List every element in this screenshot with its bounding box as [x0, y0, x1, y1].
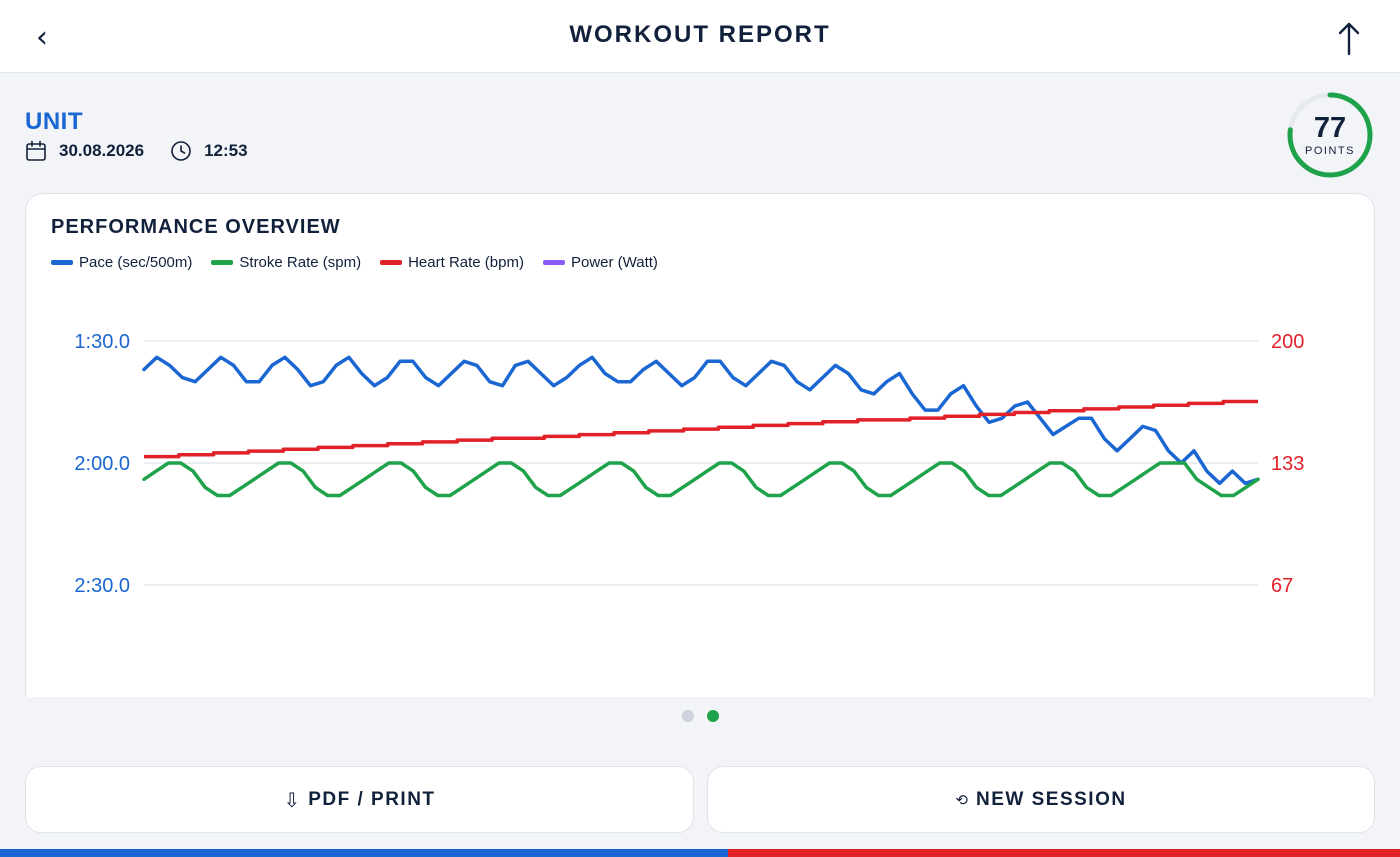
legend-item-pace[interactable]: Pace (sec/500m) — [51, 254, 192, 271]
top-bar: ‹ WORKOUT REPORT — [0, 0, 1400, 73]
stroke-rate-series — [142, 461, 1260, 498]
y-left-tick-label: 2:30.0 — [74, 575, 130, 597]
new-session-button[interactable]: ⟲ NEW SESSION — [707, 766, 1375, 833]
chevron-left-icon[interactable]: ‹ — [36, 20, 48, 55]
score-ring-graphic — [1287, 92, 1373, 178]
stripe-red — [728, 849, 1400, 857]
legend-swatch — [542, 260, 565, 265]
y-left-tick-label: 2:00.0 — [74, 453, 130, 475]
legend-label: Heart Rate (bpm) — [408, 254, 524, 271]
page-dot-1[interactable] — [682, 710, 694, 722]
unit-title: UNIT — [25, 108, 83, 135]
legend-label: Pace (sec/500m) — [79, 254, 193, 271]
calendar-icon — [26, 140, 46, 161]
page-indicator — [682, 710, 732, 722]
stripe-blue — [0, 849, 728, 857]
performance-card: 1:30.0 200 2:00.0 133 2:30.0 67 PERFORMANCE O… — [25, 193, 1375, 697]
legend-label: Power (Watt) — [570, 254, 658, 271]
chart-title: PERFORMANCE OVERVIEW — [51, 216, 341, 238]
score-label: POINTS — [1305, 145, 1355, 157]
score-value: 77 — [1313, 112, 1347, 144]
pdf-print-label: PDF / PRINT — [308, 788, 436, 810]
pace-series — [142, 355, 1260, 486]
arrow-up-icon[interactable] — [1334, 18, 1364, 58]
refresh-icon: ⟲ — [955, 790, 968, 809]
legend-swatch — [380, 260, 403, 265]
legend-swatch — [211, 260, 234, 265]
chart-legend: Pace (sec/500m) Stroke Rate (spm) Heart … — [51, 254, 677, 271]
score-ring: 77 POINTS — [1285, 90, 1375, 180]
pdf-print-button[interactable]: ⇩ PDF / PRINT — [25, 766, 694, 833]
legend-item-power[interactable]: Power (Watt) — [542, 254, 658, 271]
y-right-tick-label: 200 — [1271, 331, 1304, 353]
performance-chart: 1:30.0 200 2:00.0 133 2:30.0 67 — [74, 331, 1304, 597]
y-right-tick-label: 133 — [1271, 453, 1304, 475]
legend-label: Stroke Rate (spm) — [239, 254, 362, 271]
session-date: 30.08.2026 — [59, 141, 145, 160]
session-time: 12:53 — [204, 141, 248, 160]
heart-rate-series — [144, 399, 1258, 459]
y-right-tick-label: 67 — [1271, 575, 1293, 597]
clock-icon — [171, 141, 191, 161]
y-left-tick-label: 1:30.0 — [74, 331, 130, 353]
session-meta: 30.08.2026 12:53 — [25, 140, 274, 162]
legend-item-stroke-rate[interactable]: Stroke Rate (spm) — [211, 254, 361, 271]
new-session-label: NEW SESSION — [976, 788, 1127, 810]
brand-stripe — [0, 849, 1400, 857]
legend-swatch — [51, 260, 73, 265]
page-title: WORKOUT REPORT — [569, 21, 831, 48]
page-dot-2[interactable] — [707, 710, 719, 722]
legend-item-heart-rate[interactable]: Heart Rate (bpm) — [380, 254, 524, 271]
download-icon: ⇩ — [283, 787, 301, 812]
